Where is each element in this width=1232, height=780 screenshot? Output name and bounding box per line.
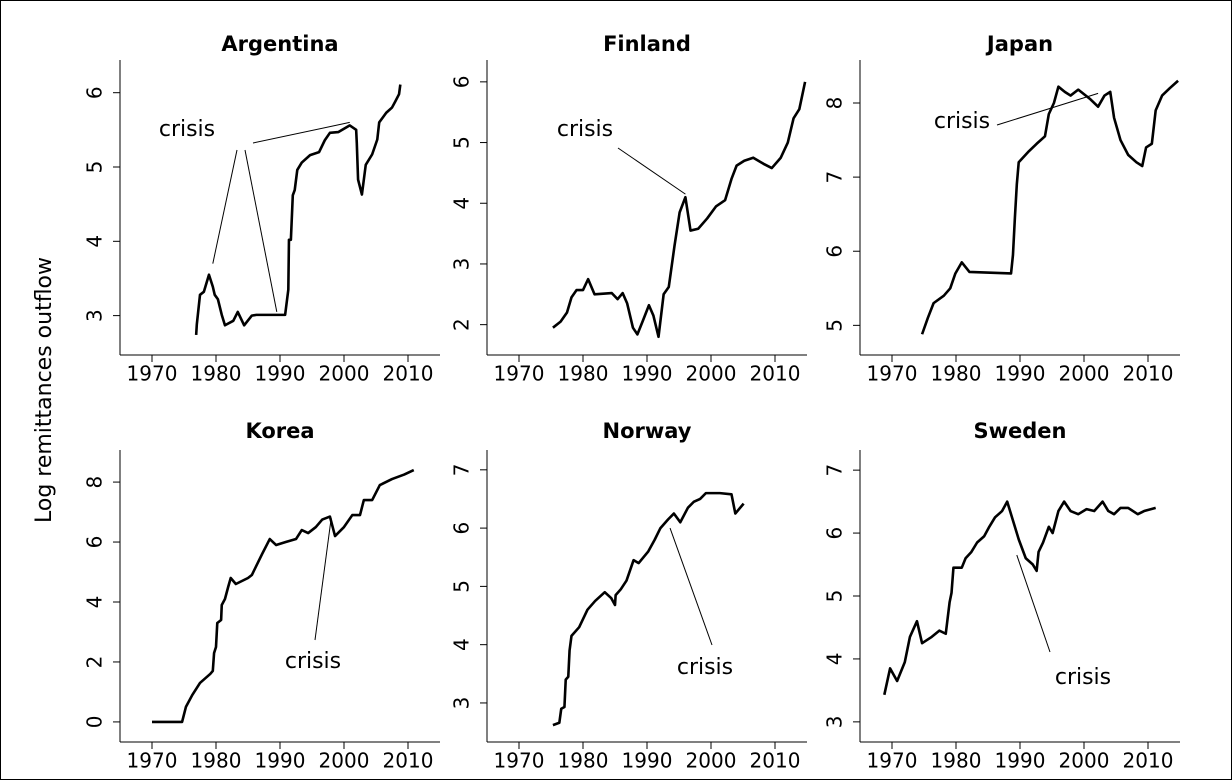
x-tick-label: 1970 bbox=[127, 749, 178, 773]
annotation-label: crisis bbox=[557, 117, 613, 142]
y-tick-label: 4 bbox=[450, 197, 474, 210]
y-tick-label: 6 bbox=[450, 522, 474, 535]
x-tick-label: 2000 bbox=[1059, 749, 1110, 773]
y-tick-label: 5 bbox=[83, 161, 107, 174]
x-tick-label: 1980 bbox=[191, 362, 242, 386]
annotation-pointer bbox=[996, 92, 1099, 126]
y-tick-label: 6 bbox=[823, 245, 847, 258]
x-tick-label: 1990 bbox=[995, 749, 1046, 773]
y-tick-label: 0 bbox=[83, 716, 107, 729]
annotation-pointer bbox=[617, 147, 686, 195]
annotation-pointer bbox=[252, 121, 350, 144]
x-tick-label: 1990 bbox=[255, 749, 306, 773]
x-tick-label: 2010 bbox=[383, 362, 434, 386]
data-line bbox=[552, 491, 745, 727]
annotation-label: crisis bbox=[677, 655, 733, 680]
panel-title: Korea bbox=[245, 419, 314, 443]
annotation-pointer bbox=[314, 517, 332, 641]
y-tick-label: 5 bbox=[450, 580, 474, 593]
annotation-label: crisis bbox=[934, 109, 990, 134]
x-tick-label: 1990 bbox=[622, 362, 673, 386]
y-tick-label: 4 bbox=[823, 653, 847, 666]
y-tick-label: 5 bbox=[450, 136, 474, 149]
y-tick-label: 3 bbox=[83, 309, 107, 322]
panel-title: Finland bbox=[603, 32, 691, 56]
y-tick-label: 5 bbox=[823, 319, 847, 332]
panel-title: Japan bbox=[985, 32, 1053, 56]
y-tick-label: 8 bbox=[823, 97, 847, 110]
x-tick-label: 1990 bbox=[622, 749, 673, 773]
panel-title: Argentina bbox=[221, 32, 338, 56]
x-tick-label: 2000 bbox=[319, 749, 370, 773]
y-tick-label: 6 bbox=[83, 86, 107, 99]
y-tick-label: 2 bbox=[450, 318, 474, 331]
annotation-label: crisis bbox=[1055, 665, 1111, 690]
x-tick-label: 1980 bbox=[931, 362, 982, 386]
x-tick-label: 2000 bbox=[319, 362, 370, 386]
x-tick-label: 2000 bbox=[686, 362, 737, 386]
x-tick-label: 2010 bbox=[1123, 749, 1174, 773]
x-tick-label: 1980 bbox=[191, 749, 242, 773]
y-tick-label: 6 bbox=[83, 536, 107, 549]
x-tick-label: 2000 bbox=[686, 749, 737, 773]
x-tick-label: 2010 bbox=[1123, 362, 1174, 386]
x-tick-label: 1990 bbox=[995, 362, 1046, 386]
panel-title: Norway bbox=[603, 419, 692, 443]
annotation-label: crisis bbox=[285, 649, 341, 674]
x-tick-label: 2010 bbox=[750, 362, 801, 386]
x-tick-label: 1970 bbox=[494, 749, 545, 773]
data-line bbox=[883, 500, 1157, 696]
x-tick-label: 1970 bbox=[867, 362, 918, 386]
y-tick-label: 5 bbox=[823, 590, 847, 603]
x-tick-label: 2010 bbox=[383, 749, 434, 773]
x-tick-label: 1970 bbox=[494, 362, 545, 386]
annotation-pointer bbox=[244, 149, 278, 312]
y-tick-label: 4 bbox=[83, 235, 107, 248]
annotation-pointer bbox=[1016, 554, 1051, 653]
y-tick-label: 2 bbox=[83, 656, 107, 669]
y-tick-label: 6 bbox=[823, 527, 847, 540]
y-axis-label: Log remittances outflow bbox=[32, 257, 57, 523]
data-line bbox=[152, 468, 415, 724]
panel-title: Sweden bbox=[974, 419, 1067, 443]
x-tick-label: 2000 bbox=[1059, 362, 1110, 386]
x-tick-label: 1980 bbox=[558, 362, 609, 386]
y-tick-label: 7 bbox=[823, 171, 847, 184]
x-tick-label: 1980 bbox=[931, 749, 982, 773]
y-tick-label: 3 bbox=[450, 697, 474, 710]
x-tick-label: 1990 bbox=[255, 362, 306, 386]
x-tick-label: 1970 bbox=[127, 362, 178, 386]
annotation-label: crisis bbox=[159, 117, 215, 142]
y-tick-label: 6 bbox=[450, 75, 474, 88]
y-tick-label: 8 bbox=[83, 476, 107, 489]
y-tick-label: 4 bbox=[450, 638, 474, 651]
y-tick-label: 4 bbox=[83, 596, 107, 609]
annotation-pointer bbox=[669, 527, 713, 646]
x-tick-label: 1980 bbox=[558, 749, 609, 773]
x-tick-label: 1970 bbox=[867, 749, 918, 773]
data-line bbox=[920, 79, 1179, 335]
y-tick-label: 7 bbox=[823, 464, 847, 477]
y-tick-label: 7 bbox=[450, 463, 474, 476]
data-line bbox=[552, 81, 807, 339]
data-line bbox=[194, 84, 402, 336]
y-tick-label: 3 bbox=[823, 715, 847, 728]
annotation-pointer bbox=[212, 149, 238, 264]
y-tick-label: 3 bbox=[450, 258, 474, 271]
x-tick-label: 2010 bbox=[750, 749, 801, 773]
